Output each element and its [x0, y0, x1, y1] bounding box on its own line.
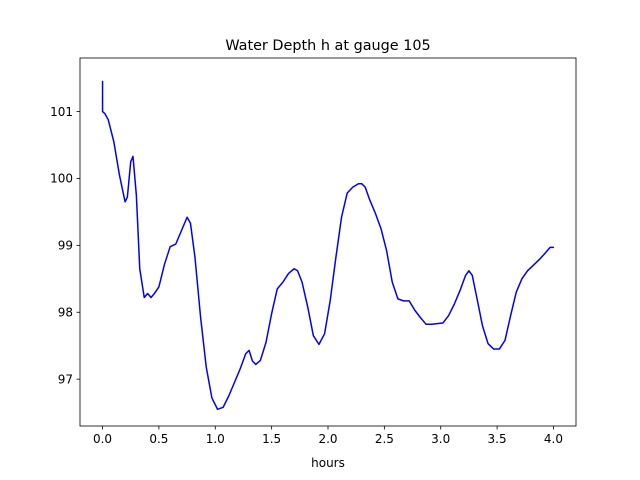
axes: 0.0 0.5 1.0 1.5 2.0 2.5 3.0 3.5 4.0 97 98 99 100 101 — [50, 57, 577, 446]
x-tick-label: 3.0 — [431, 432, 450, 446]
x-tick-label: 1.0 — [206, 432, 225, 446]
x-tick-label: 0.0 — [93, 432, 112, 446]
y-tick-label: 97 — [58, 372, 73, 386]
x-tick-label: 2.0 — [318, 432, 337, 446]
x-tick-label: 0.5 — [149, 432, 168, 446]
x-tick-label: 2.5 — [375, 432, 394, 446]
plot-frame — [79, 57, 577, 427]
y-tick-label: 100 — [50, 172, 73, 186]
x-tick-label: 4.0 — [544, 432, 563, 446]
x-tick-label: 3.5 — [488, 432, 507, 446]
y-tick-label: 101 — [50, 105, 73, 119]
x-axis-label: hours — [311, 456, 345, 470]
y-tick-label: 98 — [58, 306, 73, 320]
chart-title: Water Depth h at gauge 105 — [225, 38, 430, 54]
plot-area — [101, 80, 555, 411]
y-tick-label: 99 — [58, 239, 73, 253]
series-line-0 — [101, 80, 555, 411]
x-tick-label: 1.5 — [262, 432, 281, 446]
